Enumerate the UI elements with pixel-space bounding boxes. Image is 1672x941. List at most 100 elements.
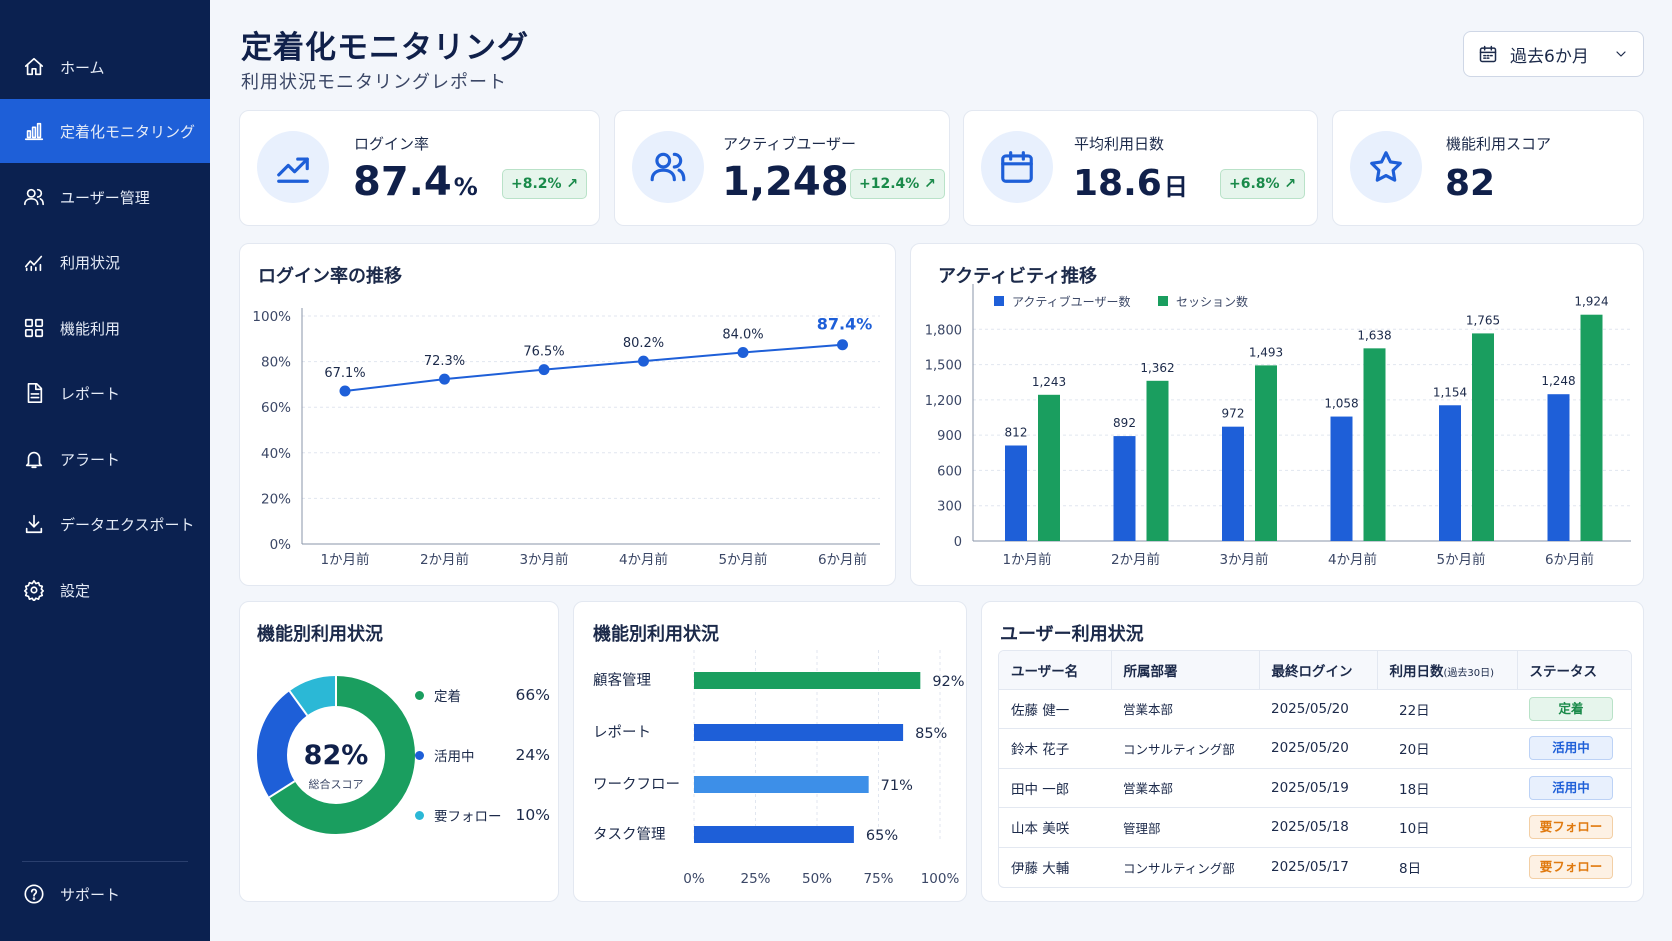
sidebar-item-label: 機能利用	[60, 319, 121, 338]
page-subtitle: 利用状況モニタリングレポート	[241, 72, 507, 93]
sidebar-divider	[22, 861, 188, 862]
x-tick-label: 0%	[683, 871, 705, 887]
status-cell: 活用中	[1517, 768, 1631, 808]
slice-separator	[288, 690, 309, 716]
legend-swatch	[1158, 296, 1168, 306]
sidebar-item-features[interactable]: 機能利用	[0, 296, 210, 360]
data-label: 76.5%	[523, 345, 564, 360]
y-tick-label: 顧客管理	[593, 672, 651, 689]
sidebar-item-usage[interactable]: 利用状況	[0, 230, 210, 294]
user-usage-card: ユーザー利用状況 ユーザー名 所属部署 最終ログイン 利用日数(過去30日) ス…	[981, 601, 1644, 902]
user-name-cell: 鈴木 花子	[999, 728, 1111, 769]
dept-cell: 管理部	[1111, 807, 1259, 848]
bar-active-users	[1330, 416, 1353, 541]
status-cell: 要フォロー	[1517, 807, 1631, 848]
sidebar-item-label: ホーム	[60, 58, 105, 77]
table-row[interactable]: 田中 一郎 営業本部 2025/05/19 18日 活用中	[999, 768, 1631, 808]
y-tick-label: 60%	[261, 400, 291, 416]
data-label: 71%	[881, 778, 913, 794]
donut-center-label: 総合スコア	[308, 778, 364, 791]
table-row[interactable]: 鈴木 花子 コンサルティング部 2025/05/20 20日 活用中	[999, 728, 1631, 769]
last-login-cell: 2025/05/17	[1271, 859, 1349, 875]
sidebar-item-settings[interactable]: 設定	[0, 558, 210, 622]
chart-title: ログイン率の推移	[258, 266, 402, 287]
sidebar-item-reports[interactable]: レポート	[0, 361, 210, 425]
sidebar-item-home[interactable]: ホーム	[0, 35, 210, 99]
y-tick-label: 100%	[252, 309, 291, 325]
feature-usage-donut-card: 機能別利用状況 82% 総合スコア 定着 66% 活用中 24% 要フォロー 10%	[239, 601, 559, 902]
data-label: 85%	[915, 726, 947, 742]
kpi-value: 18.6日	[1073, 163, 1188, 204]
sidebar-item-alerts[interactable]: アラート	[0, 427, 210, 491]
sidebar-item-label: 定着化モニタリング	[60, 122, 196, 141]
login-rate-chart-card: ログイン率の推移 0% 20% 40% 60% 80% 100% 67.1% 1か月前 72.3…	[239, 243, 896, 586]
bar	[694, 724, 904, 741]
calendar-icon	[1479, 45, 1497, 63]
kpi-delta-badge: +6.8% ↗	[1220, 169, 1306, 199]
dept-cell: 営業本部	[1111, 689, 1259, 729]
column-header[interactable]: 最終ログイン	[1259, 651, 1378, 690]
kpi-label: 機能利用スコア	[1446, 135, 1552, 153]
x-tick-label: 5か月前	[718, 551, 767, 568]
chart-title: アクティビティ推移	[938, 266, 1097, 287]
legend-label: セッション数	[1176, 294, 1248, 309]
last-login-cell: 2025/05/18	[1259, 807, 1377, 848]
bar-active-users	[1222, 426, 1244, 541]
y-tick-label: 900	[937, 429, 962, 444]
x-tick-label: 5か月前	[1436, 551, 1485, 568]
column-header[interactable]: ステータス	[1517, 651, 1631, 690]
legend-item: 定着 66%	[415, 685, 550, 705]
table-header-row: ユーザー名 所属部署 最終ログイン 利用日数(過去30日) ステータス	[999, 651, 1631, 690]
bar-active-users	[1439, 405, 1461, 541]
feature-horizontal-bar-chart: 0% 25% 50% 75% 100% 顧客管理 92% レポート 85% ワークフロー 71% タス…	[593, 650, 965, 887]
column-header[interactable]: 利用日数(過去30日)	[1377, 651, 1518, 690]
status-badge: 活用中	[1529, 775, 1613, 800]
feature-bar-chart-card: 機能別利用状況 0% 25% 50% 75% 100% 顧客管理 92% レポート 85% ワーク…	[573, 601, 967, 902]
y-tick-label: 20%	[261, 491, 291, 507]
table-row[interactable]: 佐藤 健一 営業本部 2025/05/20 22日 定着	[999, 689, 1631, 729]
usage-days-cell: 8日	[1399, 861, 1422, 877]
y-tick-label: タスク管理	[593, 826, 666, 843]
data-label: 87.4%	[817, 315, 873, 334]
y-tick-label: 1,500	[925, 359, 962, 374]
slice-separator	[268, 780, 296, 799]
sidebar-item-label: ユーザー管理	[60, 188, 150, 207]
bar	[694, 826, 854, 843]
legend-swatch	[994, 296, 1004, 306]
y-tick-label: 0%	[270, 537, 292, 553]
data-label: 1,154	[1433, 385, 1467, 399]
kpi-card-active-users: アクティブユーザー 1,248 +12.4% ↗	[614, 110, 950, 226]
x-tick-label: 2か月前	[1111, 551, 1160, 568]
sidebar-item-users[interactable]: ユーザー管理	[0, 165, 210, 229]
sidebar-item-monitoring[interactable]: 定着化モニタリング	[0, 99, 210, 163]
last-login-cell: 2025/05/20	[1259, 689, 1377, 729]
bar-active-users	[1005, 445, 1027, 541]
data-point	[638, 355, 649, 367]
status-badge: 要フォロー	[1529, 855, 1613, 879]
table-row[interactable]: 伊藤 大輔 コンサルティング部 2025/05/17 8日 要フォロー	[999, 847, 1631, 887]
y-tick-label: ワークフロー	[593, 776, 680, 793]
y-tick-label: レポート	[593, 724, 651, 741]
x-tick-label: 4か月前	[1328, 551, 1377, 568]
table-row[interactable]: 山本 美咲 管理部 2025/05/18 10日 要フォロー	[999, 807, 1631, 848]
donut-slice	[257, 676, 415, 834]
period-label: 過去6か月	[1510, 46, 1589, 67]
x-tick-label: 4か月前	[619, 551, 668, 568]
last-login-cell: 2025/05/20	[1259, 728, 1377, 769]
download-icon	[22, 512, 46, 536]
y-tick-label: 40%	[261, 446, 291, 462]
legend-dot	[415, 690, 424, 700]
dept-cell: 営業本部	[1111, 768, 1259, 808]
data-label: 1,058	[1324, 397, 1358, 411]
period-select[interactable]: 過去6か月	[1463, 31, 1644, 77]
column-header[interactable]: 所属部署	[1111, 651, 1260, 690]
sidebar-item-export[interactable]: データエクスポート	[0, 492, 210, 556]
sidebar-item-support[interactable]: サポート	[0, 862, 210, 926]
help-icon	[22, 882, 46, 906]
chart-title: 機能別利用状況	[593, 624, 719, 645]
column-header[interactable]: ユーザー名	[999, 651, 1112, 690]
bar-sessions	[1146, 380, 1169, 541]
status-badge: 定着	[1529, 696, 1613, 721]
data-label: 1,638	[1357, 328, 1391, 342]
x-tick-label: 3か月前	[1219, 551, 1268, 568]
